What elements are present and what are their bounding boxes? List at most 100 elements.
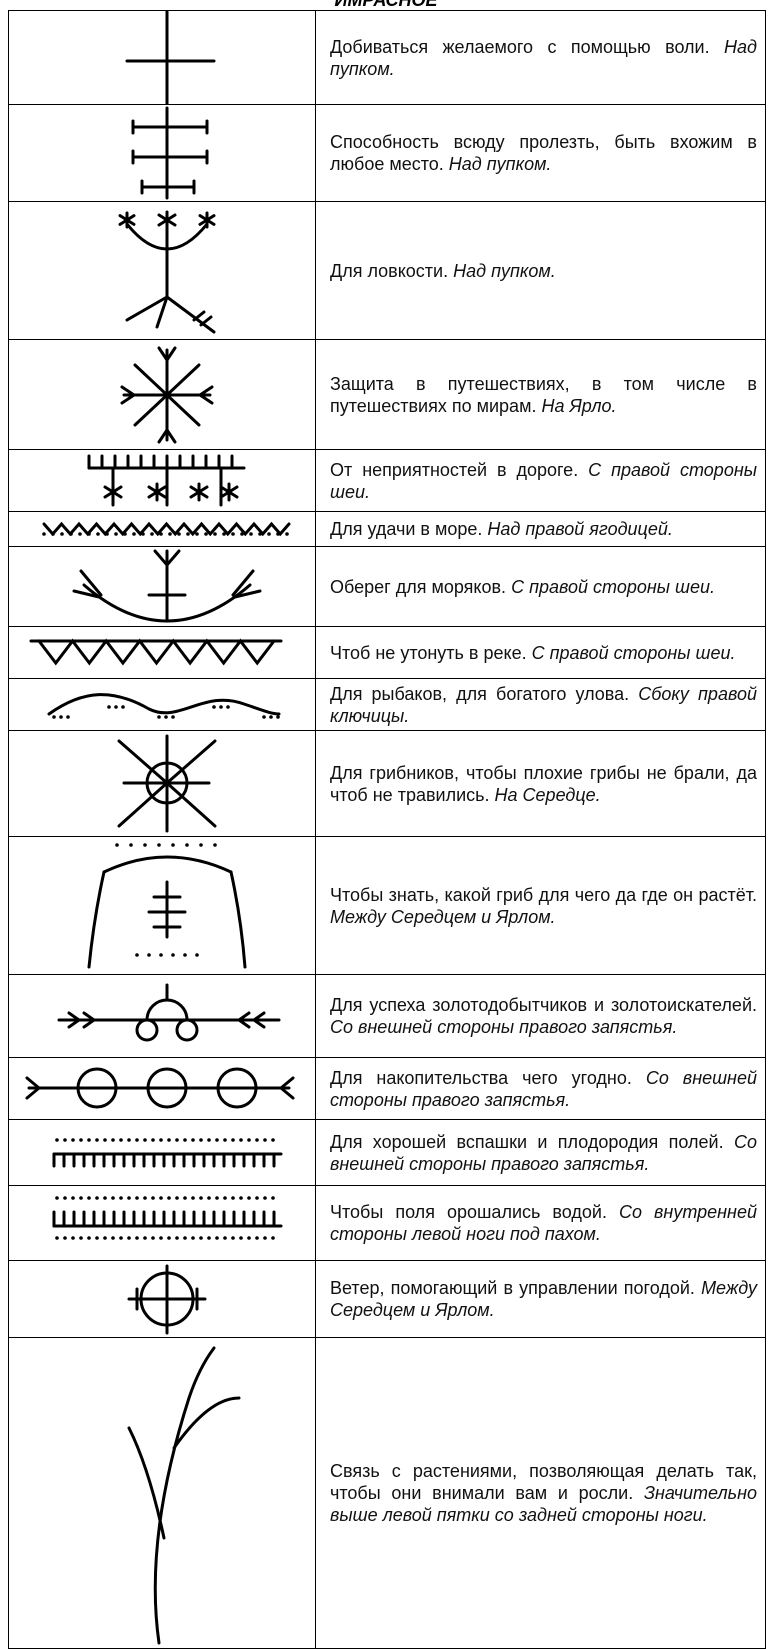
row: Защита в путешествиях, в том числе в пут… <box>8 339 766 450</box>
row: Чтобы знать, какой гриб для чего да где … <box>8 836 766 975</box>
description-cell: Для хорошей вспашки и плодородия полей. … <box>315 1119 766 1186</box>
symbol-cell <box>8 1119 316 1186</box>
description-cell: Для удачи в море. Над правой ягодицей. <box>315 511 766 547</box>
symbol-cell <box>8 730 316 837</box>
symbol-cell <box>8 104 316 202</box>
placement-note: С правой стороны шеи. <box>531 642 736 663</box>
symbol <box>118 210 216 334</box>
symbol-cell <box>8 1260 316 1338</box>
description-cell: Чтоб не утонуть в реке. С правой стороны… <box>315 626 766 679</box>
row: Для хорошей вспашки и плодородия полей. … <box>8 1119 766 1186</box>
placement-note: Между Середцем и Ярлом. <box>330 906 556 927</box>
row: Для рыбаков, для богатого улова. Сбоку п… <box>8 678 766 731</box>
symbol <box>117 734 217 833</box>
description: Оберег для моряков. <box>330 576 507 597</box>
symbol <box>29 638 283 666</box>
row: Для грибников, чтобы плохие грибы не бра… <box>8 730 766 837</box>
row: Для ловкости. Над пупком. <box>8 201 766 340</box>
description-cell: Для ловкости. Над пупком. <box>315 201 766 340</box>
row: Чтоб не утонуть в реке. С правой стороны… <box>8 626 766 679</box>
symbol-cell <box>8 836 316 975</box>
symbol-cell <box>8 1337 316 1649</box>
row: Оберег для моряков. С правой стороны шеи… <box>8 546 766 627</box>
description-cell: Добиваться желаемого с помощью воли. Над… <box>315 10 766 105</box>
placement-note: Со внешней стороны правого запястья. <box>330 1017 678 1037</box>
row: Добиваться желаемого с помощью воли. Над… <box>8 10 766 105</box>
symbol <box>25 1067 295 1109</box>
description: Чтобы поля орошались водой. <box>330 1202 607 1222</box>
row: От неприятностей в дороге. С правой стор… <box>8 449 766 512</box>
placement-note: С правой стороны шеи. <box>511 576 715 597</box>
description-cell: Для грибников, чтобы плохие грибы не бра… <box>315 730 766 837</box>
description-cell: Для успеха золотодобытчиков и золотоиска… <box>315 974 766 1058</box>
description-cell: Чтобы поля орошались водой. Со внутренне… <box>315 1185 766 1261</box>
symbol <box>72 549 262 623</box>
description-cell: Защита в путешествиях, в том числе в пут… <box>315 339 766 450</box>
symbol <box>127 1346 241 1645</box>
symbol-cell <box>8 1057 316 1120</box>
row: Для накопительства чего угодно. Со внешн… <box>8 1057 766 1120</box>
description: Для грибников, чтобы плохие грибы не бра… <box>330 762 757 805</box>
placement-note: Над пупком. <box>330 36 757 79</box>
row: Связь с растениями, позволяющая делать т… <box>8 1337 766 1649</box>
row: Чтобы поля орошались водой. Со внутренне… <box>8 1185 766 1261</box>
symbol <box>42 521 291 537</box>
symbol-cell <box>8 201 316 340</box>
description: Защита в путешествиях, в том числе в пут… <box>330 373 757 416</box>
description: Способность всюду пролезть, быть вхожим … <box>330 132 757 174</box>
description: От неприятностей в дороге. <box>330 459 579 480</box>
row: Ветер, помогающий в управлении погодой. … <box>8 1260 766 1338</box>
row: Для удачи в море. Над правой ягодицей. <box>8 511 766 547</box>
symbol-cell <box>8 511 316 547</box>
placement-note: Над правой ягодицей. <box>487 519 673 539</box>
description-cell: Оберег для моряков. С правой стороны шеи… <box>315 546 766 627</box>
symbol-cell <box>8 974 316 1058</box>
placement-note: Значительно выше левой пятки со задней с… <box>330 1483 757 1525</box>
symbol <box>87 843 247 969</box>
description-cell: Чтобы знать, какой гриб для чего да где … <box>315 836 766 975</box>
symbol <box>131 106 209 200</box>
symbol-cell <box>8 626 316 679</box>
row: Для успеха золотодобытчиков и золотоиска… <box>8 974 766 1058</box>
symbol-cell <box>8 678 316 731</box>
description: Ветер, помогающий в управлении погодой. <box>330 1278 695 1298</box>
placement-note: Над пупком. <box>448 154 552 174</box>
symbol <box>57 983 281 1042</box>
symbol-cell <box>8 1185 316 1261</box>
description: Чтобы знать, какой гриб для чего да где … <box>330 884 757 905</box>
description-cell: Способность всюду пролезть, быть вхожим … <box>315 104 766 202</box>
description: Для рыбаков, для богатого улова. <box>330 683 630 704</box>
symbol <box>120 346 214 444</box>
symbol-cell <box>8 339 316 450</box>
placement-note: Над пупком. <box>453 260 556 281</box>
symbol-cell <box>8 449 316 512</box>
description-cell: От неприятностей в дороге. С правой стор… <box>315 449 766 512</box>
description: Для ловкости. <box>330 260 449 281</box>
symbol <box>87 454 246 507</box>
description-cell: Для накопительства чего угодно. Со внешн… <box>315 1057 766 1120</box>
description: Для накопительства чего угодно. <box>330 1067 632 1088</box>
symbol <box>47 693 281 719</box>
symbol-cell <box>8 546 316 627</box>
placement-note: Со внешней стороны правого запястья. <box>330 1131 757 1174</box>
placement-note: Сбоку правой ключицы. <box>330 683 757 726</box>
placement-note: Между Середцем и Ярлом. <box>330 1278 757 1320</box>
placement-note: На Ярло. <box>541 395 617 416</box>
description-cell: Связь с растениями, позволяющая делать т… <box>315 1337 766 1649</box>
symbol <box>127 1264 207 1335</box>
description: Для успеха золотодобытчиков и золотоиска… <box>330 995 757 1015</box>
description: Для удачи в море. <box>330 519 483 539</box>
symbol <box>52 1138 283 1168</box>
description-cell: Для рыбаков, для богатого улова. Сбоку п… <box>315 678 766 731</box>
placement-note: С правой стороны шеи. <box>330 459 757 502</box>
placement-note: Со внешней стороны правого запястья. <box>330 1067 757 1110</box>
header-title: ИМРАСНОЕ <box>334 0 438 10</box>
description: Добиваться желаемого с помощью воли. <box>330 36 710 57</box>
row: Способность всюду пролезть, быть вхожим … <box>8 104 766 202</box>
symbol <box>125 11 216 104</box>
symbol-table: Добиваться желаемого с помощью воли. Над… <box>8 10 766 1649</box>
symbol <box>52 1196 283 1240</box>
symbol-cell <box>8 10 316 105</box>
description: Связь с растениями, позволяющая делать т… <box>330 1461 757 1503</box>
